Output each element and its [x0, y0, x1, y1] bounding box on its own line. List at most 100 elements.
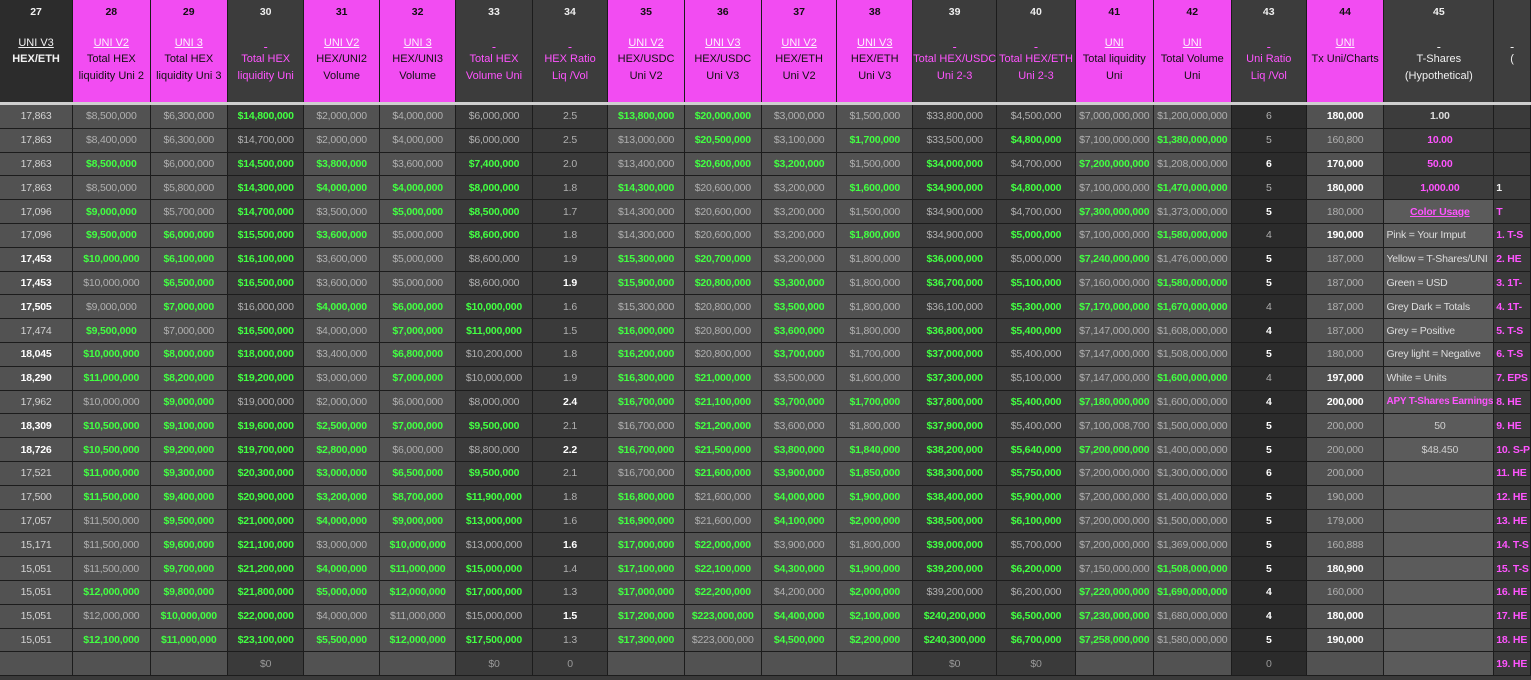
table-cell[interactable]: $8,800,000 — [455, 437, 533, 462]
table-cell[interactable]: $8,500,000 — [72, 105, 151, 129]
table-cell[interactable]: 6 — [1231, 152, 1307, 177]
table-cell[interactable]: 1.6 — [532, 509, 609, 534]
table-cell[interactable]: $4,000,000 — [379, 128, 457, 153]
table-cell[interactable]: $1,800,000 — [836, 247, 914, 272]
table-cell[interactable]: 2.0 — [532, 152, 609, 177]
table-cell[interactable]: 5 — [1231, 485, 1307, 510]
table-cell[interactable]: $7,160,000,000 — [1075, 271, 1154, 296]
table-cell[interactable]: $7,000,000 — [379, 318, 457, 343]
table-cell[interactable]: $7,300,000,000 — [1075, 199, 1154, 224]
table-cell[interactable]: $21,200,000 — [684, 413, 762, 439]
table-cell[interactable]: $6,100,000 — [150, 247, 229, 272]
table-cell[interactable]: $9,600,000 — [150, 532, 229, 558]
table-cell[interactable]: 1.5 — [532, 318, 609, 343]
table-cell[interactable]: $4,000,000 — [379, 175, 457, 201]
table-cell[interactable]: $21,000,000 — [684, 366, 762, 391]
table-cell[interactable]: 15,051 — [0, 604, 74, 629]
table-cell[interactable]: $5,300,000 — [996, 294, 1076, 320]
table-cell[interactable]: $6,000,000 — [455, 128, 533, 153]
table-cell[interactable]: $7,258,000,000 — [1075, 628, 1154, 653]
table-cell[interactable]: 5 — [1231, 342, 1307, 367]
table-cell[interactable]: $16,500,000 — [227, 318, 305, 343]
table-cell[interactable]: $4,500,000 — [996, 105, 1076, 129]
table-cell[interactable]: $4,700,000 — [996, 199, 1076, 224]
table-cell[interactable]: $4,500,000 — [761, 628, 838, 653]
table-cell[interactable]: 200,000 — [1306, 461, 1385, 486]
table-cell[interactable]: $7,200,000,000 — [1075, 509, 1154, 534]
table-cell[interactable]: $6,700,000 — [996, 628, 1076, 653]
column-header[interactable]: 39 Total HEX/USDC Uni 2-3 — [912, 0, 998, 102]
table-cell[interactable]: $2,100,000 — [836, 604, 914, 629]
table-cell[interactable]: $9,500,000 — [72, 318, 151, 343]
column-header[interactable]: 30 Total HEX liquidity Uni — [227, 0, 305, 102]
table-cell[interactable]: 15,051 — [0, 580, 74, 605]
table-cell[interactable]: $34,000,000 — [912, 152, 998, 177]
table-cell[interactable]: $16,200,000 — [607, 342, 685, 367]
table-cell[interactable]: $19,600,000 — [227, 413, 305, 439]
table-cell[interactable]: $14,800,000 — [227, 105, 305, 129]
table-cell[interactable]: $36,000,000 — [912, 247, 998, 272]
table-cell[interactable]: 180,000 — [1306, 342, 1385, 367]
table-cell[interactable]: $6,000,000 — [150, 152, 229, 177]
table-cell[interactable]: $16,000,000 — [227, 294, 305, 320]
table-cell[interactable]: 2.5 — [532, 128, 609, 153]
table-cell[interactable]: 1.4 — [532, 556, 609, 581]
table-cell[interactable]: $6,100,000 — [996, 509, 1076, 534]
table-cell[interactable]: $20,500,000 — [684, 128, 762, 153]
table-cell[interactable]: $5,000,000 — [379, 271, 457, 296]
table-cell[interactable]: $39,200,000 — [912, 580, 998, 605]
table-cell[interactable]: $1,800,000 — [836, 413, 914, 439]
table-cell[interactable]: $1,700,000 — [836, 128, 914, 153]
table-cell[interactable] — [379, 651, 457, 677]
column-header[interactable]: 35 UNI V2 HEX/USDC Uni V2 — [607, 0, 685, 102]
table-cell[interactable]: $3,600,000 — [303, 247, 380, 272]
table-cell[interactable]: $1,200,000,000 — [1153, 105, 1232, 129]
table-cell[interactable]: $9,000,000 — [150, 390, 229, 415]
table-cell[interactable]: $9,000,000 — [72, 199, 151, 224]
table-cell[interactable]: $7,180,000,000 — [1075, 390, 1154, 415]
column-header[interactable]: 40 Total HEX/ETH Uni 2-3 — [996, 0, 1076, 102]
table-cell[interactable]: $13,400,000 — [607, 152, 685, 177]
side-panel-cell[interactable]: 50.00 — [1383, 152, 1495, 177]
table-cell[interactable]: $4,400,000 — [761, 604, 838, 629]
table-cell[interactable]: $5,800,000 — [150, 175, 229, 201]
table-cell[interactable]: 200,000 — [1306, 437, 1385, 462]
table-cell[interactable]: $4,000,000 — [303, 294, 380, 320]
table-cell[interactable]: $7,100,000,000 — [1075, 128, 1154, 153]
table-cell[interactable]: 18,309 — [0, 413, 74, 439]
table-cell[interactable]: $3,200,000 — [761, 199, 838, 224]
table-cell[interactable]: $14,300,000 — [607, 199, 685, 224]
table-cell[interactable]: $16,500,000 — [227, 271, 305, 296]
column-header[interactable]: 36 UNI V3 HEX/USDC Uni V3 — [684, 0, 762, 102]
table-cell[interactable]: 5 — [1231, 437, 1307, 462]
table-cell[interactable]: $1,476,000,000 — [1153, 247, 1232, 272]
table-cell[interactable]: $3,500,000 — [303, 199, 380, 224]
table-cell[interactable]: $13,000,000 — [455, 509, 533, 534]
table-cell[interactable]: $5,750,000 — [996, 461, 1076, 486]
table-cell[interactable]: 180,000 — [1306, 604, 1385, 629]
table-cell[interactable]: $19,700,000 — [227, 437, 305, 462]
table-cell[interactable]: 17,453 — [0, 247, 74, 272]
table-cell[interactable]: $4,800,000 — [996, 128, 1076, 153]
table-cell[interactable]: $14,300,000 — [227, 175, 305, 201]
table-cell[interactable]: $8,400,000 — [72, 128, 151, 153]
table-cell[interactable]: $3,600,000 — [303, 271, 380, 296]
table-cell[interactable]: 5 — [1231, 271, 1307, 296]
table-cell[interactable]: $7,000,000 — [150, 294, 229, 320]
table-cell[interactable]: $38,400,000 — [912, 485, 998, 510]
table-cell[interactable]: 1.9 — [532, 366, 609, 391]
table-cell[interactable]: $19,200,000 — [227, 366, 305, 391]
column-header[interactable]: ( — [1493, 0, 1531, 102]
table-cell[interactable]: 187,000 — [1306, 318, 1385, 343]
table-cell[interactable]: $22,200,000 — [684, 580, 762, 605]
table-cell[interactable]: $20,000,000 — [684, 105, 762, 129]
table-cell[interactable]: $21,600,000 — [684, 461, 762, 486]
table-cell[interactable]: $8,500,000 — [72, 152, 151, 177]
table-cell[interactable]: $9,500,000 — [150, 509, 229, 534]
table-cell[interactable]: $16,900,000 — [607, 509, 685, 534]
table-cell[interactable]: $12,000,000 — [379, 628, 457, 653]
table-cell[interactable]: $7,000,000,000 — [1075, 105, 1154, 129]
table-cell[interactable]: 1.9 — [532, 271, 609, 296]
table-cell[interactable]: $16,700,000 — [607, 390, 685, 415]
table-cell[interactable]: $4,000,000 — [379, 105, 457, 129]
